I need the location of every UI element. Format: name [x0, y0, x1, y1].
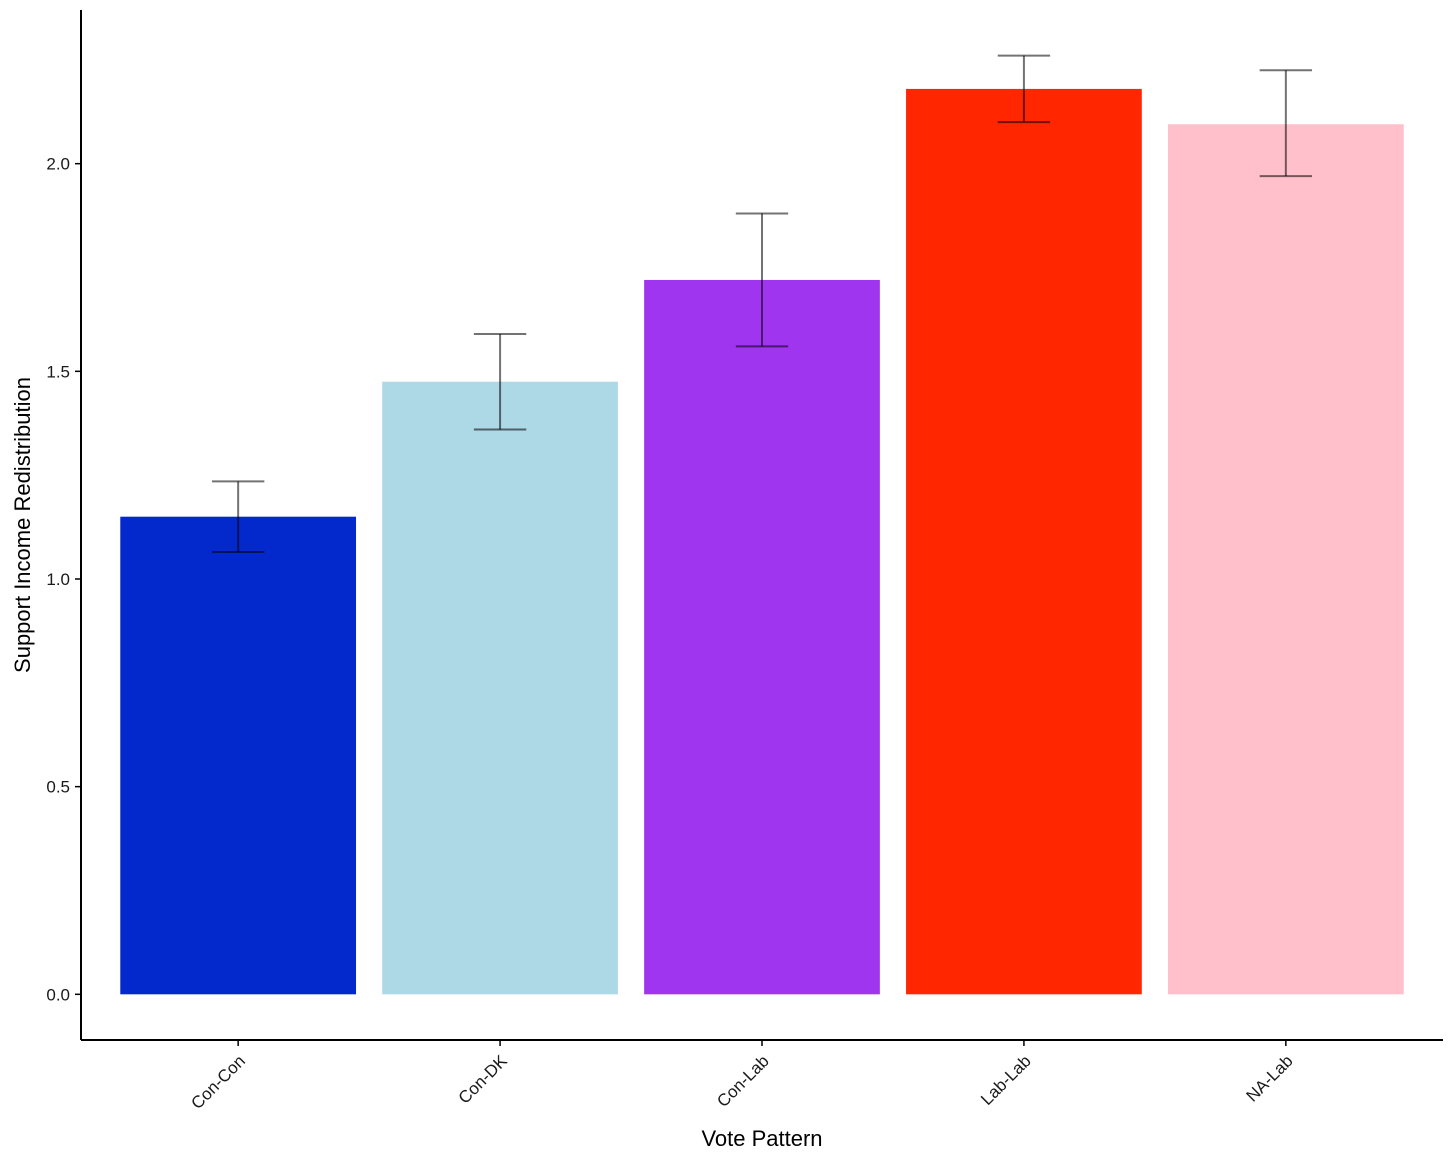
error-bar-na-lab	[1259, 69, 1313, 178]
error-bar-lab-lab	[997, 54, 1051, 124]
x-tick-label-con-dk: Con-DK	[455, 1051, 512, 1108]
y-tick-label: 2.0	[46, 155, 70, 174]
x-tick-label-con-lab: Con-Lab	[713, 1051, 773, 1111]
y-axis-title: Support Income Redistribution	[10, 377, 35, 673]
x-tick-label-na-lab: NA-Lab	[1242, 1051, 1296, 1105]
x-tick-label-lab-lab: Lab-Lab	[977, 1051, 1035, 1109]
error-bar-con-con	[211, 480, 265, 553]
bar-lab-lab	[906, 88, 1142, 995]
error-bar-con-lab	[735, 212, 789, 348]
y-tick-label: 1.5	[46, 362, 70, 381]
y-tick-label: 1.0	[46, 570, 70, 589]
x-tick-label-con-con: Con-Con	[187, 1051, 249, 1113]
bar-con-dk	[382, 381, 618, 995]
error-bars-layer	[211, 54, 1313, 553]
bar-con-lab	[644, 279, 880, 995]
x-axis-title: Vote Pattern	[701, 1126, 822, 1151]
x-ticks: Con-Con Con-DK Con-Lab Lab-Lab NA-Lab	[187, 1040, 1297, 1113]
bar-na-lab	[1167, 124, 1404, 995]
error-bar-con-dk	[473, 332, 527, 431]
y-tick-label: 0.5	[46, 778, 70, 797]
y-tick-label: 0.0	[46, 985, 70, 1004]
bars-layer	[120, 88, 1404, 995]
bar-con-con	[120, 516, 357, 995]
y-ticks: 0.0 0.5 1.0 1.5 2.0	[46, 155, 81, 1004]
